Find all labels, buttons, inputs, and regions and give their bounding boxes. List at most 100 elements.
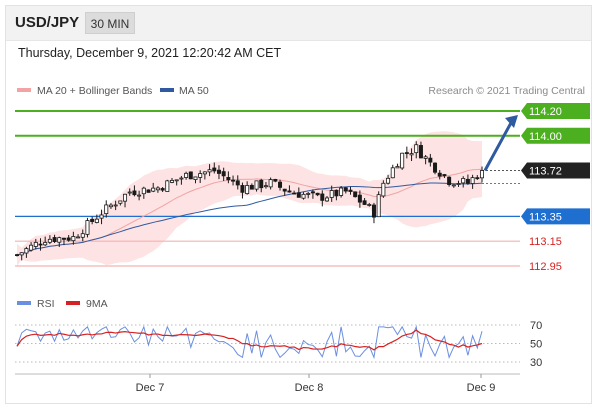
candle-body (80, 233, 85, 238)
candle-body (33, 241, 38, 247)
candle-body (404, 152, 409, 154)
rsi-line (16, 325, 483, 360)
candle-body (400, 152, 405, 169)
candle-body (456, 183, 461, 185)
level-tag-1 (521, 127, 590, 144)
rsi-ma-line (16, 329, 483, 351)
candle-body (367, 204, 372, 206)
candle-body (414, 144, 419, 154)
candle-body (339, 187, 344, 196)
x-tick-label-1: Dec 8 (295, 382, 324, 394)
candle-body (188, 171, 193, 180)
ma50-legend-label: MA 50 (179, 85, 209, 97)
candle-body (334, 189, 339, 197)
level-label-0: 114.20 (529, 106, 562, 118)
candle-body (141, 187, 146, 195)
candle-body (76, 236, 81, 239)
candle-body (451, 184, 456, 187)
chart-widget: USD/JPY 30 MIN Thursday, December 9, 202… (5, 5, 592, 404)
candle-body (14, 254, 19, 257)
candle-body (169, 180, 174, 183)
candle-body (381, 182, 386, 197)
candle-body (268, 179, 273, 188)
candle-body (461, 178, 466, 184)
candle-body (221, 171, 226, 177)
candle-body (278, 181, 283, 188)
candle-body (409, 153, 414, 156)
candle-body (306, 193, 311, 195)
rsi-ma-legend-label: 9MA (86, 298, 108, 310)
candle-body (287, 190, 292, 193)
candle-body (108, 204, 113, 208)
bollinger-band (17, 131, 482, 267)
candle-body (423, 156, 428, 159)
candle-body (24, 248, 29, 254)
candle-body (235, 180, 240, 186)
candle-body (47, 238, 52, 243)
candle-body (465, 178, 470, 184)
candle-body (127, 191, 132, 194)
x-tick-label-2: Dec 9 (467, 382, 496, 394)
candle-body (475, 177, 480, 180)
candle-body (43, 242, 48, 246)
candle-body (184, 172, 189, 178)
rsi-ma-legend-swatch (66, 301, 80, 305)
candle-body (263, 185, 268, 188)
candle-body (362, 200, 367, 205)
candle-body (94, 218, 99, 223)
candle-body (61, 237, 66, 240)
candle-body (202, 171, 207, 175)
candle-body (273, 178, 278, 182)
candle-body (193, 176, 198, 180)
interval-button[interactable]: 30 MIN (85, 12, 135, 34)
candle-body (259, 179, 264, 189)
candle-body (282, 188, 287, 192)
candle-body (71, 236, 76, 242)
x-tick-label-0: Dec 7 (136, 382, 165, 394)
candle-body (395, 166, 400, 169)
rsi-tick-label-0: 70 (530, 320, 542, 332)
candle-body (85, 220, 90, 235)
candle-body (329, 190, 334, 198)
candle-body (90, 218, 95, 222)
candle-body (137, 194, 142, 197)
candle-body (29, 244, 34, 251)
candle-body (348, 189, 353, 192)
candle-body (245, 185, 250, 195)
candle-body (160, 188, 165, 191)
candle-body (479, 170, 484, 179)
candle-body (52, 237, 57, 242)
candle-body (231, 179, 236, 182)
rsi-legend-label: RSI (37, 298, 55, 310)
candle-body (118, 200, 123, 204)
candle-body (371, 204, 376, 218)
candle-body (442, 174, 447, 177)
candle-body (418, 145, 423, 159)
candle-body (437, 172, 442, 177)
rsi-legend-swatch (17, 301, 31, 305)
forecast-arrow-shaft (483, 120, 514, 172)
candle-body (315, 192, 320, 196)
rsi-tick-label-1: 50 (530, 339, 542, 351)
ma20-legend-label: MA 20 + Bollinger Bands (37, 85, 152, 97)
candle-body (179, 177, 184, 180)
chart-header: USD/JPY 30 MIN (6, 6, 591, 41)
candle-body (198, 173, 203, 178)
candle-body (212, 167, 217, 172)
candle-body (433, 162, 438, 173)
candle-body (216, 169, 221, 174)
candle-body (174, 179, 179, 182)
candle-body (207, 169, 212, 173)
candle-body (428, 157, 433, 163)
level-label-4: 112.95 (529, 261, 562, 273)
candle-body (353, 191, 358, 198)
candle-body (226, 177, 231, 181)
candle-body (343, 187, 348, 192)
credit-text: Research © 2021 Trading Central (428, 85, 585, 97)
candle-body (165, 180, 170, 192)
candle-body (390, 167, 395, 179)
candle-body (66, 237, 71, 241)
last-price-label: 113.72 (529, 166, 562, 178)
ma50-line (16, 182, 483, 256)
